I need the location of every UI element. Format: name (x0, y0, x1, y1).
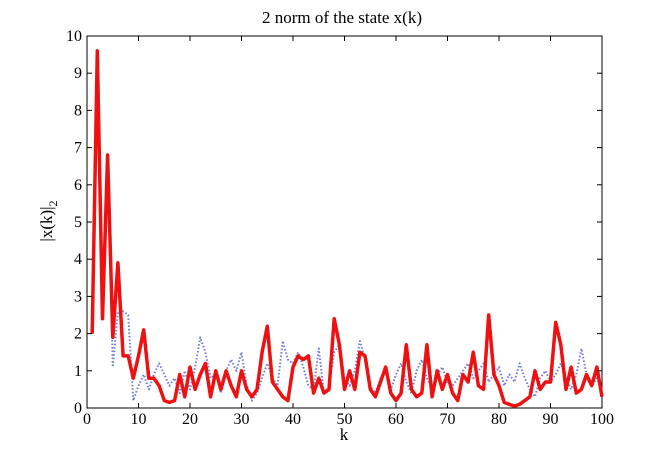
y-tick-label: 9 (74, 65, 82, 82)
plot-area (86, 35, 603, 409)
y-tick-label: 2 (74, 326, 82, 343)
series-line-dotted (91, 49, 603, 402)
y-tick-label: 5 (74, 214, 82, 231)
y-tick-label: 3 (74, 288, 82, 305)
y-tick-label: 1 (74, 363, 82, 380)
y-tick-label: 8 (74, 102, 82, 119)
y-tick-label: 7 (74, 140, 82, 157)
y-tick-label: 0 (74, 400, 82, 417)
x-tick-label: 80 (491, 411, 507, 428)
x-tick-label: 20 (182, 411, 198, 428)
y-tick-label: 6 (74, 177, 82, 194)
y-tick-label: 4 (74, 251, 82, 268)
y-axis-label-subscript: 2 (46, 200, 60, 206)
x-tick-label: 70 (440, 411, 456, 428)
series-line-solid (90, 49, 604, 408)
x-tick-label: 90 (543, 411, 559, 428)
x-tick-label: 100 (590, 411, 614, 428)
x-tick-label: 30 (234, 411, 250, 428)
series-layer (90, 49, 604, 408)
y-tick-label: 10 (66, 28, 82, 45)
y-axis-label-main: |x(k)| (37, 206, 56, 241)
x-tick-label: 10 (131, 411, 147, 428)
x-tick-label: 40 (285, 411, 301, 428)
x-tick-label: 50 (337, 411, 353, 428)
axis-ticks: 0 10 20 30 40 50 60 70 80 90 100 0 1 2 3 4 5 6 7 8 9 10 (66, 28, 614, 428)
x-tick-label: 0 (83, 411, 91, 428)
y-axis-label: |x(k)|2 (37, 200, 60, 241)
x-tick-label: 60 (388, 411, 404, 428)
chart-title: 2 norm of the state x(k) (262, 8, 422, 27)
x-axis-label: k (340, 425, 349, 444)
